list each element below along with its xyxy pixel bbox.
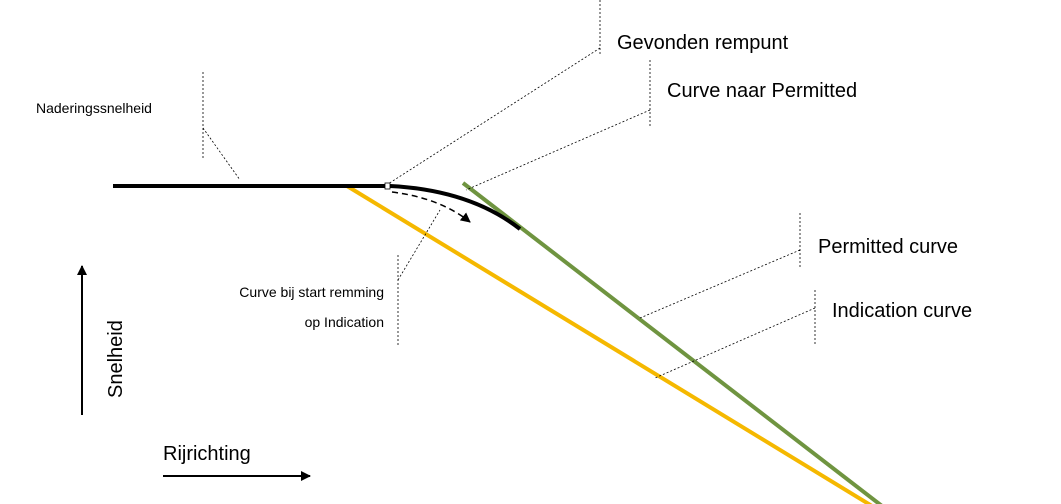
indication-line [345,184,873,504]
permitted-line [461,181,883,504]
brake-curve [389,184,522,231]
leader [639,213,801,319]
axis-label: Rijrichting [163,443,251,465]
dashed-arrow [391,191,471,223]
leader [397,209,441,345]
axis-label: Snelheid [105,320,127,398]
label: Curve bij start remming [239,284,384,300]
leader [654,290,816,379]
brake-point [384,182,391,190]
label: Permitted curve [818,236,958,258]
label: Gevonden rempunt [617,32,789,54]
leader [387,0,601,185]
label: Naderingssnelheid [36,100,152,116]
leader [465,60,651,191]
label: Indication curve [832,300,972,322]
label: Curve naar Permitted [667,80,857,102]
label: op Indication [305,314,384,330]
leader [202,72,241,181]
